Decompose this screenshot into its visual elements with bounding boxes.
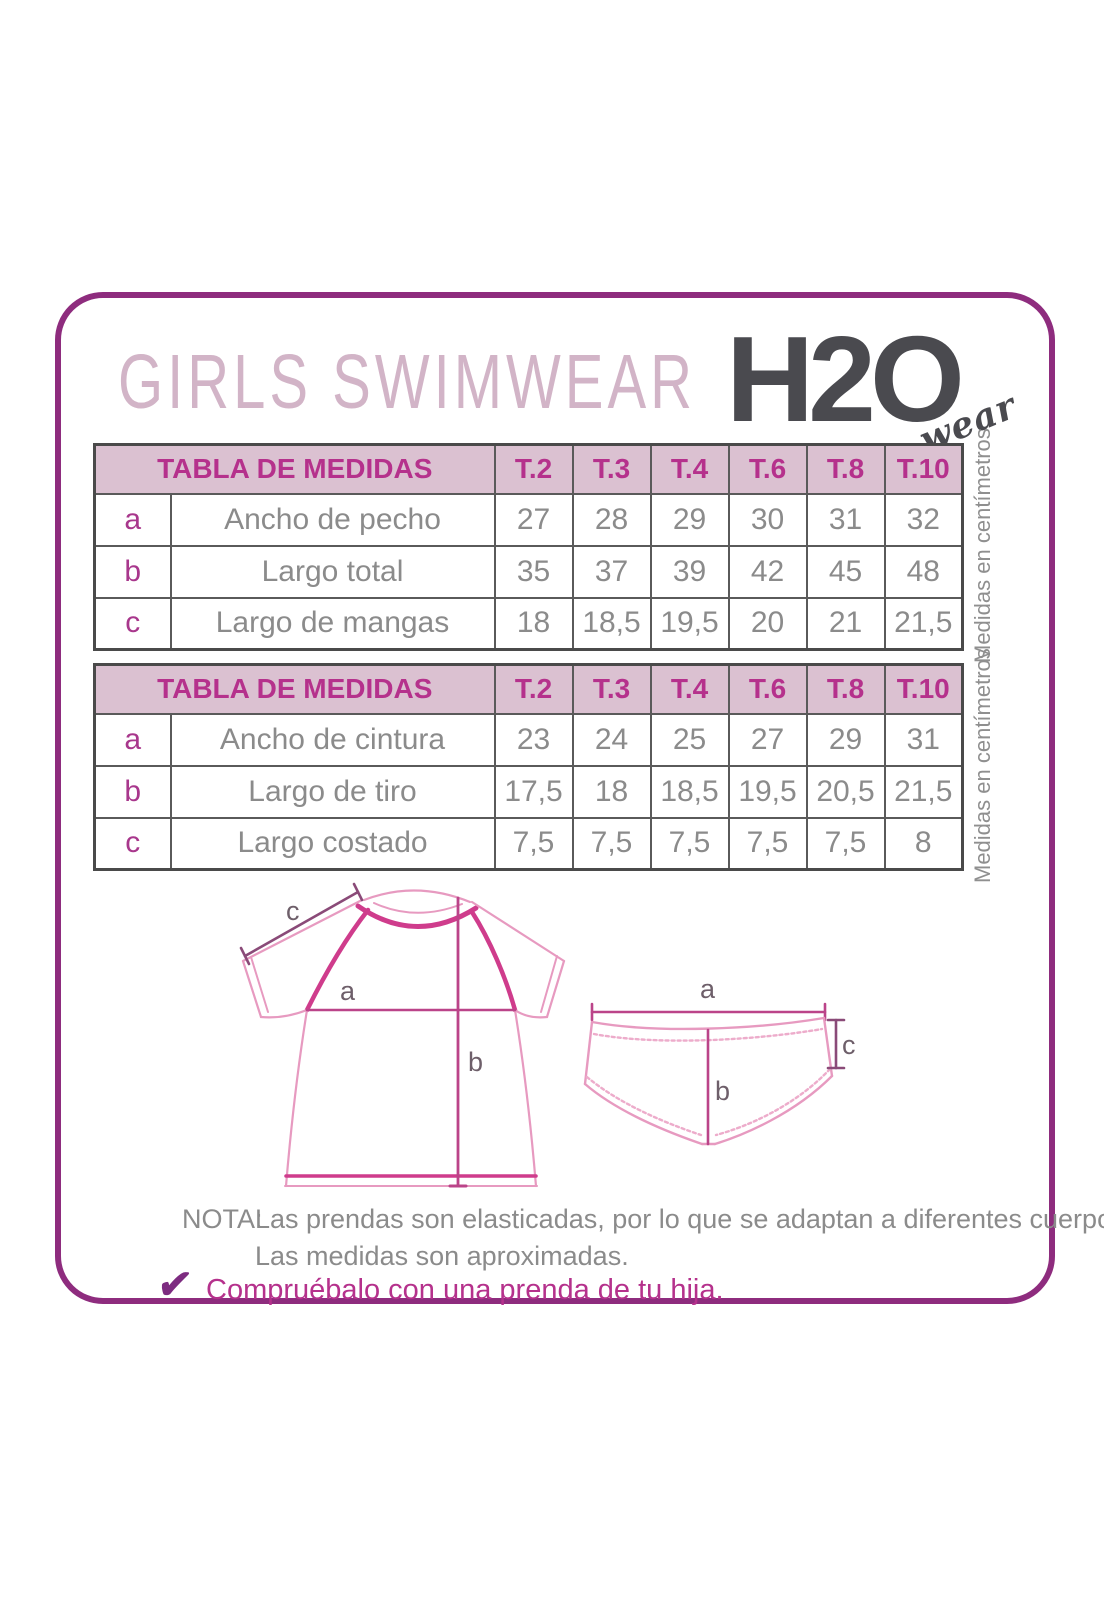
size-col-header: T.6 [727,443,808,495]
size-col-header: T.8 [805,663,886,715]
cell-value: 19,5 [649,596,730,651]
row-key: c [93,816,172,871]
row-label: Largo costado [169,816,496,871]
units-note-top: Medidas en centímetros [970,428,995,663]
cell-value: 23 [493,712,574,767]
row-key: a [93,712,172,767]
size-table-bottom: TABLA DE MEDIDAS T.2 T.3 T.4 T.6 T.8 T.1… [93,663,965,871]
table-title: TABLA DE MEDIDAS [93,443,496,495]
cell-value: 27 [493,492,574,547]
cell-value: 27 [727,712,808,767]
row-key: a [93,492,172,547]
cell-value: 30 [727,492,808,547]
cell-value: 18 [493,596,574,651]
size-col-header: T.3 [571,443,652,495]
cell-value: 21,5 [883,764,964,819]
cell-value: 18,5 [649,764,730,819]
size-col-header: T.4 [649,443,730,495]
cell-value: 7,5 [493,816,574,871]
cell-value: 35 [493,544,574,599]
table-row: a Ancho de cintura 23 24 25 27 29 31 [93,712,964,767]
note-label: NOTA: [182,1204,263,1234]
row-label: Largo de mangas [169,596,496,651]
row-key: b [93,764,172,819]
table-row: b Largo total 35 37 39 42 45 48 [93,544,964,599]
bottom-label-a: a [700,974,716,1004]
cell-value: 32 [883,492,964,547]
row-key: b [93,544,172,599]
cell-value: 25 [649,712,730,767]
cell-value: 31 [805,492,886,547]
cell-value: 7,5 [571,816,652,871]
cell-value: 7,5 [805,816,886,871]
cell-value: 42 [727,544,808,599]
shirt-label-a: a [340,976,356,1006]
size-col-header: T.4 [649,663,730,715]
cell-value: 7,5 [727,816,808,871]
cell-value: 29 [805,712,886,767]
table-row: c Largo costado 7,5 7,5 7,5 7,5 7,5 8 [93,816,964,871]
brand-logo: H2O wear [726,311,1022,461]
bottom-diagram: a b c [583,974,856,1146]
units-note-bottom: Medidas en centímetros [970,648,995,883]
check-advice-text: Compruébalo con una prenda de tu hija. [206,1274,724,1306]
table-header-row: TABLA DE MEDIDAS T.2 T.3 T.4 T.6 T.8 T.1… [93,663,964,715]
cell-value: 8 [883,816,964,871]
cell-value: 39 [649,544,730,599]
cell-value: 20,5 [805,764,886,819]
cell-value: 45 [805,544,886,599]
cell-value: 28 [571,492,652,547]
cell-value: 48 [883,544,964,599]
check-icon: ✔ [154,1263,195,1307]
size-col-header: T.2 [493,663,574,715]
row-label: Largo de tiro [169,764,496,819]
shirt-label-c: c [286,896,300,926]
size-col-header: T.3 [571,663,652,715]
size-col-header: T.10 [883,443,964,495]
size-table-top: TABLA DE MEDIDAS T.2 T.3 T.4 T.6 T.8 T.1… [93,443,965,651]
bottom-label-b: b [715,1076,730,1106]
brand-logo-main: H2O [726,311,965,447]
table-title: TABLA DE MEDIDAS [93,663,496,715]
bottom-label-c: c [842,1030,856,1060]
row-label: Ancho de pecho [169,492,496,547]
note-line-1: Las prendas son elasticadas, por lo que … [255,1204,1104,1234]
shirt-label-b: b [468,1047,483,1077]
row-label: Largo total [169,544,496,599]
cell-value: 17,5 [493,764,574,819]
cell-value: 18 [571,764,652,819]
cell-value: 7,5 [649,816,730,871]
cell-value: 19,5 [727,764,808,819]
table-row: c Largo de mangas 18 18,5 19,5 20 21 21,… [93,596,964,651]
row-key: c [93,596,172,651]
cell-value: 18,5 [571,596,652,651]
table-row: b Largo de tiro 17,5 18 18,5 19,5 20,5 2… [93,764,964,819]
cell-value: 29 [649,492,730,547]
cell-value: 20 [727,596,808,651]
table-row: a Ancho de pecho 27 28 29 30 31 32 [93,492,964,547]
row-label: Ancho de cintura [169,712,496,767]
cell-value: 37 [571,544,652,599]
cell-value: 21,5 [883,596,964,651]
cell-value: 31 [883,712,964,767]
size-col-header: T.10 [883,663,964,715]
cell-value: 21 [805,596,886,651]
size-col-header: T.2 [493,443,574,495]
cell-value: 24 [571,712,652,767]
page-title: GIRLS SWIMWEAR [118,339,697,426]
size-col-header: T.8 [805,443,886,495]
note-line-2: Las medidas son aproximadas. [255,1241,629,1271]
table-header-row: TABLA DE MEDIDAS T.2 T.3 T.4 T.6 T.8 T.1… [93,443,964,495]
shirt-diagram: c a b [239,882,566,1188]
size-col-header: T.6 [727,663,808,715]
